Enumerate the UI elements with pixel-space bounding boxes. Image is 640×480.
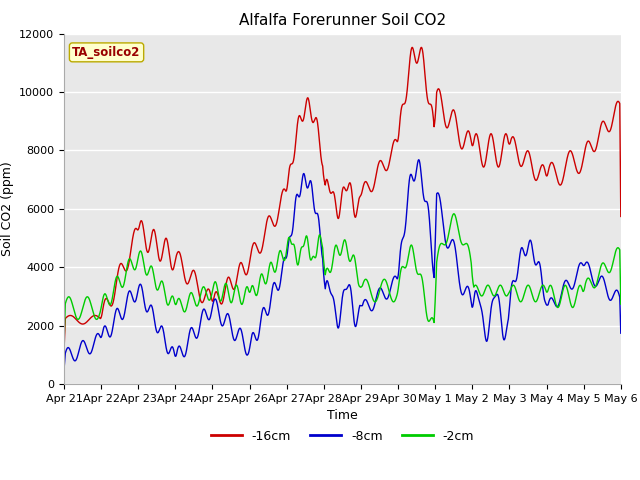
Title: Alfalfa Forerunner Soil CO2: Alfalfa Forerunner Soil CO2: [239, 13, 446, 28]
Y-axis label: Soil CO2 (ppm): Soil CO2 (ppm): [1, 161, 13, 256]
Text: TA_soilco2: TA_soilco2: [72, 46, 141, 59]
Legend: -16cm, -8cm, -2cm: -16cm, -8cm, -2cm: [205, 425, 479, 448]
X-axis label: Time: Time: [327, 409, 358, 422]
